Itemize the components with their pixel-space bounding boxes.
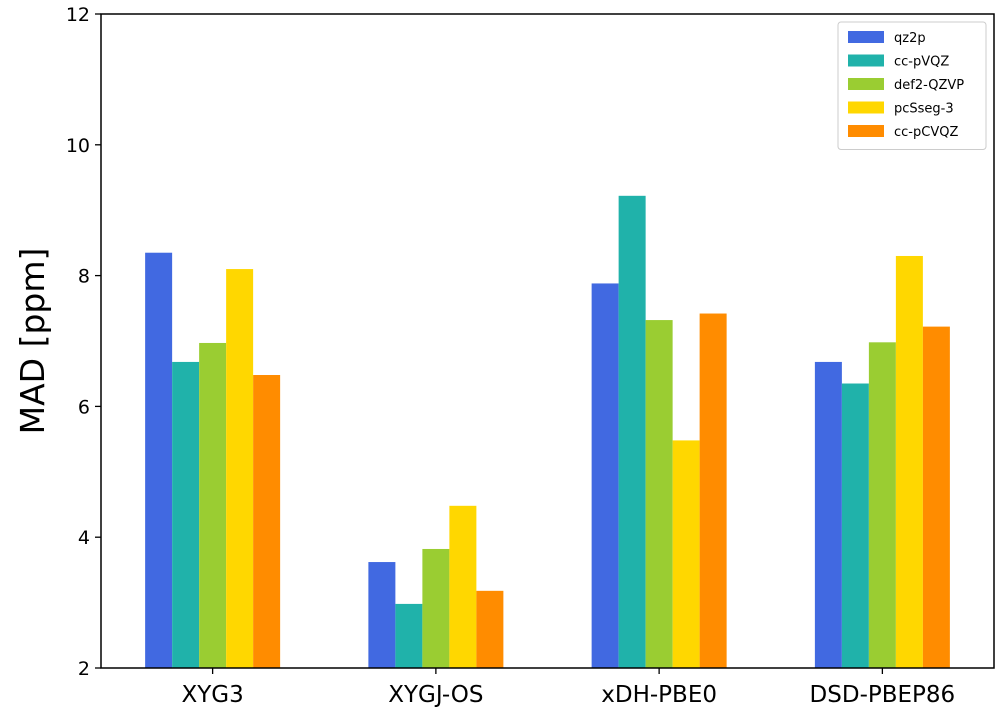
legend-label: cc-pCVQZ [894, 125, 958, 140]
bar-cc-pVQZ-XYG3 [172, 361, 200, 668]
legend-swatch [848, 54, 884, 67]
x-tick-label: XYG3 [181, 682, 243, 708]
y-axis: 2 4 6 8 10 12 [66, 4, 101, 680]
legend-label: def2-QZVP [894, 78, 964, 93]
legend-swatch [848, 78, 884, 90]
legend-swatch [848, 31, 884, 43]
bar-cc-pCVQZ-DSD-PBEP86 [922, 326, 950, 668]
bar-cc-pCVQZ-xDH-PBE0 [699, 313, 727, 668]
legend: qz2p cc-pVQZ def2-QZVP pcSseg-3 cc-pCVQZ [837, 21, 987, 150]
bar-cc-pCVQZ-XYGJ-OS [476, 590, 504, 668]
bar-def2-QZVP-xDH-PBE0 [645, 320, 673, 668]
y-tick-label: 4 [78, 527, 90, 549]
x-tick-label: xDH-PBE0 [601, 682, 717, 708]
y-tick-label: 2 [78, 658, 90, 680]
legend-label: qz2p [894, 31, 926, 46]
y-tick-label: 12 [66, 4, 90, 26]
bar-pcSseg-3-DSD-PBEP86 [895, 255, 923, 669]
legend-label: pcSseg-3 [894, 102, 954, 117]
bar-cc-pVQZ-xDH-PBE0 [618, 195, 646, 668]
y-tick-label: 10 [66, 135, 90, 157]
x-tick-label: DSD-PBEP86 [810, 682, 956, 708]
bar-def2-QZVP-XYG3 [199, 342, 227, 668]
bar-qz2p-xDH-PBE0 [591, 283, 619, 668]
y-axis-title: MAD [ppm] [13, 248, 52, 435]
bar-pcSseg-3-xDH-PBE0 [672, 440, 700, 668]
plot-frame [100, 13, 995, 669]
bar-def2-QZVP-DSD-PBEP86 [868, 342, 896, 668]
bar-def2-QZVP-XYGJ-OS [422, 548, 450, 668]
y-tick-label: 6 [78, 396, 90, 418]
bar-pcSseg-3-XYG3 [226, 269, 254, 668]
x-tick-label: XYGJ-OS [388, 682, 483, 708]
bar-pcSseg-3-XYGJ-OS [449, 505, 477, 668]
legend-box [837, 21, 987, 150]
bar-cc-pCVQZ-XYG3 [253, 375, 281, 668]
bar-qz2p-XYGJ-OS [368, 562, 396, 668]
legend-swatch [848, 101, 884, 114]
bar-qz2p-XYG3 [145, 252, 173, 668]
bar-qz2p-DSD-PBEP86 [814, 361, 842, 668]
bar-cc-pVQZ-XYGJ-OS [395, 603, 423, 668]
legend-label: cc-pVQZ [894, 55, 949, 70]
y-tick-label: 8 [78, 266, 90, 288]
x-axis: XYG3 XYGJ-OS xDH-PBE0 DSD-PBEP86 [181, 668, 955, 708]
bars-group [145, 195, 950, 669]
bar-cc-pVQZ-DSD-PBEP86 [841, 383, 869, 668]
legend-swatch [848, 125, 884, 137]
